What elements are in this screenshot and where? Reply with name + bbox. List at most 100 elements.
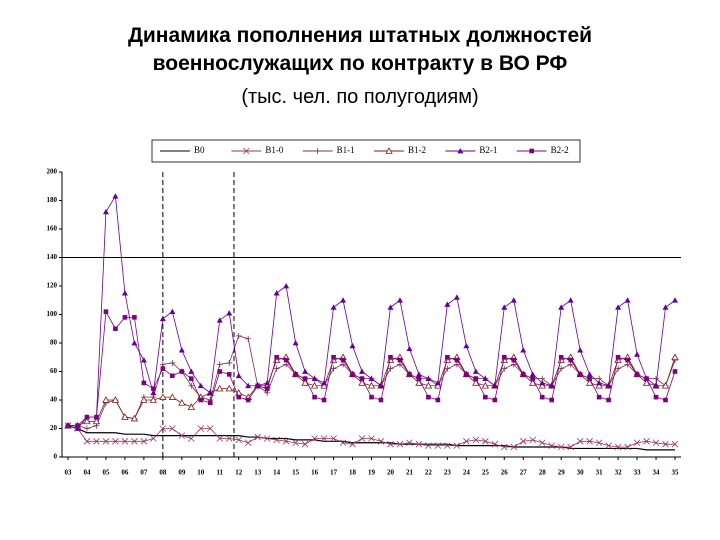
marker: [74, 425, 81, 431]
marker: [149, 396, 158, 403]
marker: [188, 382, 195, 389]
marker: [453, 442, 461, 449]
marker: [643, 438, 650, 445]
legend-label: B1-2: [408, 145, 426, 155]
y-tick-label: 20: [50, 424, 58, 432]
marker: [216, 435, 224, 442]
marker: [444, 365, 451, 372]
marker: [235, 436, 243, 444]
marker: [644, 376, 649, 381]
marker: [435, 397, 441, 403]
marker: [387, 440, 394, 448]
marker: [385, 147, 393, 154]
marker: [520, 372, 526, 377]
x-tick-label: 24: [463, 469, 471, 477]
marker: [236, 394, 242, 400]
marker: [434, 379, 441, 386]
marker: [396, 440, 404, 448]
marker: [151, 386, 156, 391]
marker: [653, 375, 660, 382]
marker: [358, 435, 366, 442]
marker: [168, 393, 177, 400]
marker: [263, 435, 271, 442]
marker: [160, 366, 166, 371]
series-line: [68, 310, 676, 427]
marker: [302, 368, 309, 374]
marker: [653, 382, 660, 389]
marker: [614, 443, 622, 451]
marker: [538, 381, 546, 389]
marker: [558, 354, 564, 360]
marker: [662, 440, 669, 448]
marker: [539, 394, 545, 400]
marker: [577, 347, 584, 353]
y-tick-label: 160: [47, 225, 58, 233]
marker: [75, 423, 80, 428]
x-tick-label: 34: [653, 469, 661, 477]
marker: [197, 382, 204, 389]
marker: [557, 356, 565, 363]
marker: [330, 304, 337, 310]
x-tick-label: 05: [102, 469, 110, 477]
x-tick-label: 06: [121, 469, 129, 477]
x-tick-label: 26: [501, 469, 509, 477]
marker: [567, 443, 574, 451]
marker: [140, 396, 148, 403]
x-tick-label: 27: [520, 469, 528, 477]
marker: [226, 372, 232, 377]
marker: [473, 376, 479, 381]
marker: [520, 347, 527, 353]
marker: [330, 435, 337, 442]
marker: [331, 354, 336, 360]
series-line: [68, 356, 676, 427]
x-tick-label: 33: [634, 469, 642, 477]
x-tick-label: 17: [330, 469, 338, 477]
marker: [226, 359, 233, 366]
marker: [159, 425, 167, 432]
marker: [463, 342, 470, 349]
marker: [121, 438, 129, 445]
marker: [595, 439, 603, 447]
marker: [339, 439, 347, 447]
marker: [132, 315, 137, 320]
x-tick-label: 30: [577, 469, 585, 477]
marker: [406, 439, 413, 447]
marker: [558, 304, 565, 310]
marker: [311, 375, 318, 382]
marker: [169, 308, 176, 315]
marker: [396, 297, 403, 303]
marker: [615, 304, 622, 310]
marker: [235, 332, 242, 339]
marker: [292, 340, 299, 346]
series-1: [64, 422, 679, 451]
marker: [94, 414, 99, 420]
marker: [255, 383, 260, 389]
marker: [310, 381, 319, 389]
legend-label: B0: [194, 145, 205, 155]
marker: [596, 379, 603, 386]
marker: [662, 304, 669, 310]
marker: [83, 438, 91, 445]
marker: [661, 381, 670, 389]
marker: [377, 438, 385, 445]
x-tick-label: 18: [349, 469, 357, 477]
x-tick-label: 03: [65, 469, 73, 477]
marker: [358, 379, 366, 386]
marker: [321, 379, 328, 386]
marker: [340, 357, 346, 363]
marker: [548, 382, 555, 389]
marker: [614, 356, 622, 363]
marker: [359, 368, 366, 374]
marker: [529, 436, 537, 444]
marker: [349, 440, 356, 448]
marker: [472, 368, 479, 374]
marker: [567, 297, 574, 303]
marker: [443, 356, 452, 363]
marker: [434, 442, 442, 449]
x-tick-label: 25: [482, 469, 490, 477]
marker: [264, 386, 270, 391]
marker: [491, 440, 499, 448]
marker: [426, 394, 431, 400]
marker: [102, 396, 110, 403]
